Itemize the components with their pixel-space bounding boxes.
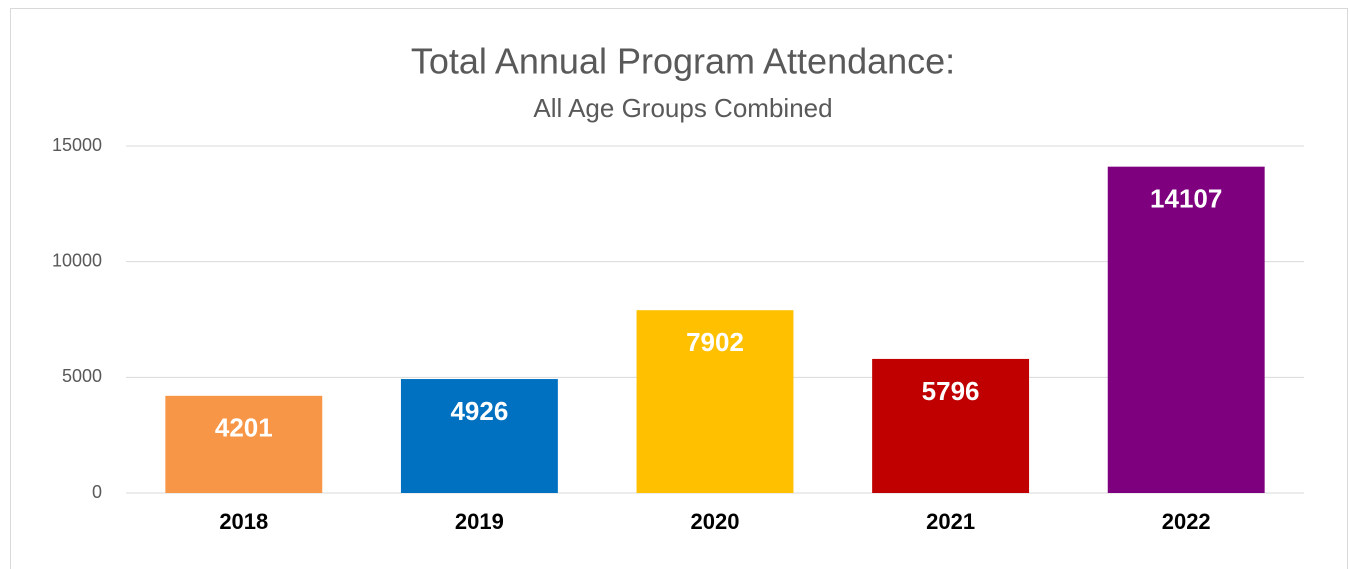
bar	[1107, 166, 1265, 493]
chart-title: Total Annual Program Attendance:	[411, 41, 955, 82]
x-tick-label: 2019	[455, 509, 504, 534]
data-label: 4926	[450, 396, 508, 426]
x-tick-label: 2022	[1162, 509, 1211, 534]
bar	[636, 310, 794, 493]
data-label: 7902	[686, 327, 744, 357]
y-tick-label: 0	[92, 482, 102, 502]
y-tick-label: 15000	[52, 135, 102, 155]
data-label: 14107	[1150, 184, 1222, 214]
x-tick-label: 2020	[691, 509, 740, 534]
bar	[400, 379, 558, 493]
x-tick-label: 2021	[926, 509, 975, 534]
bar	[165, 395, 323, 493]
data-label: 4201	[215, 413, 273, 443]
x-tick-label: 2018	[219, 509, 268, 534]
chart-subtitle: All Age Groups Combined	[533, 93, 832, 123]
y-tick-label: 5000	[62, 366, 102, 386]
data-label: 5796	[922, 376, 980, 406]
bar	[872, 358, 1030, 493]
y-tick-label: 10000	[52, 250, 102, 270]
